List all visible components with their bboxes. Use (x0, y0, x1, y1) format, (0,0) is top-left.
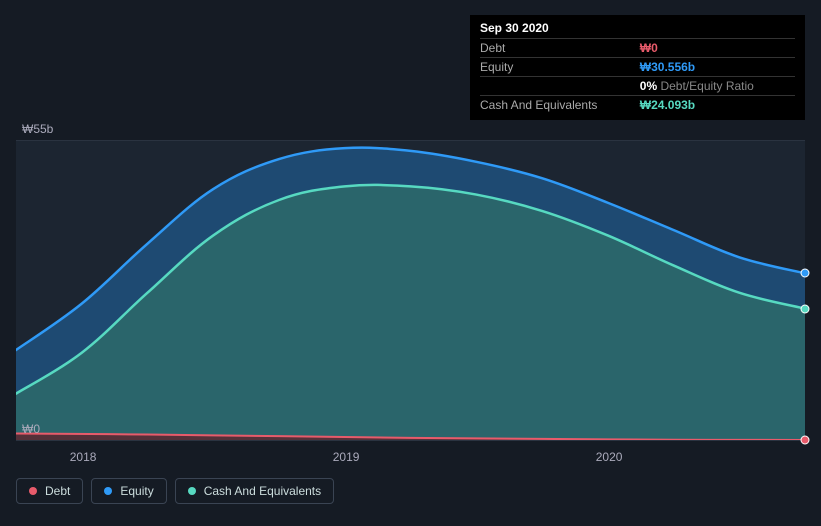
tooltip-row-label (480, 77, 640, 96)
chart-container: ₩55b ₩0 201820192020 DebtEquityCash And … (0, 0, 821, 526)
legend-item-label: Cash And Equivalents (204, 484, 321, 498)
series-end-marker (801, 304, 810, 313)
tooltip-row: Equity₩30.556b (480, 58, 795, 77)
legend-item-debt[interactable]: Debt (16, 478, 83, 504)
tooltip-title: Sep 30 2020 (480, 21, 795, 38)
tooltip-row: 0% Debt/Equity Ratio (480, 77, 795, 96)
legend-item-label: Debt (45, 484, 70, 498)
chart-tooltip: Sep 30 2020 Debt₩0Equity₩30.556b0% Debt/… (470, 15, 805, 120)
tooltip-table: Debt₩0Equity₩30.556b0% Debt/Equity Ratio… (480, 38, 795, 114)
legend: Debt Equity Cash And Equivalents (16, 478, 334, 504)
tooltip-row-value: 0% Debt/Equity Ratio (640, 77, 795, 96)
tooltip-row-label: Equity (480, 58, 640, 77)
legend-item-cash-and-equivalents[interactable]: Cash And Equivalents (175, 478, 334, 504)
series-end-marker (801, 269, 810, 278)
y-axis-min-label: ₩0 (22, 422, 40, 436)
legend-item-equity[interactable]: Equity (91, 478, 166, 504)
y-axis-max-label: ₩55b (22, 122, 53, 136)
x-axis-tick-label: 2018 (70, 450, 97, 464)
tooltip-row-value: ₩24.093b (640, 96, 795, 115)
tooltip-row: Cash And Equivalents₩24.093b (480, 96, 795, 115)
tooltip-row-value: ₩0 (640, 39, 795, 58)
series-end-marker (801, 436, 810, 445)
plot-border-bottom (16, 440, 805, 441)
chart-svg (16, 140, 805, 440)
legend-item-label: Equity (120, 484, 153, 498)
legend-dot-icon (29, 487, 37, 495)
legend-dot-icon (188, 487, 196, 495)
tooltip-row-value: ₩30.556b (640, 58, 795, 77)
x-axis-tick-label: 2020 (596, 450, 623, 464)
legend-dot-icon (104, 487, 112, 495)
tooltip-row-label: Debt (480, 39, 640, 58)
series-area-cash-and-equivalents (16, 185, 805, 440)
x-axis-tick-label: 2019 (333, 450, 360, 464)
tooltip-row: Debt₩0 (480, 39, 795, 58)
tooltip-row-label: Cash And Equivalents (480, 96, 640, 115)
